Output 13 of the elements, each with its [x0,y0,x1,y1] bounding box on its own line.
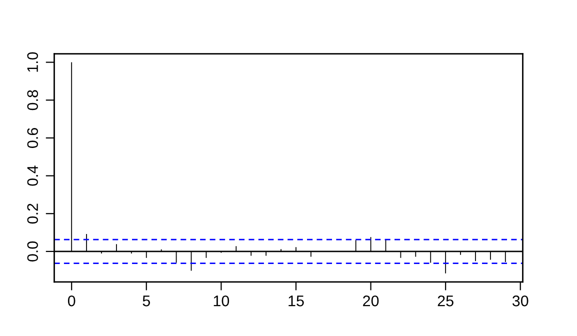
x-tick-label: 25 [438,296,454,306]
y-tick-label: 0.2 [27,204,38,224]
x-tick-label: 10 [214,296,230,306]
y-tick-label: 0.6 [27,128,38,148]
x-tick-label: 15 [288,296,304,306]
y-tick-label: 1.0 [27,52,38,72]
y-tick-label: 0.0 [27,241,38,262]
y-tick-label: 0.8 [27,90,38,110]
x-tick-label: 20 [363,296,379,306]
x-tick-label: 30 [512,296,528,306]
x-tick-label: 5 [142,296,150,306]
y-tick-label: 0.4 [27,166,38,186]
x-tick-label: 0 [68,296,76,306]
